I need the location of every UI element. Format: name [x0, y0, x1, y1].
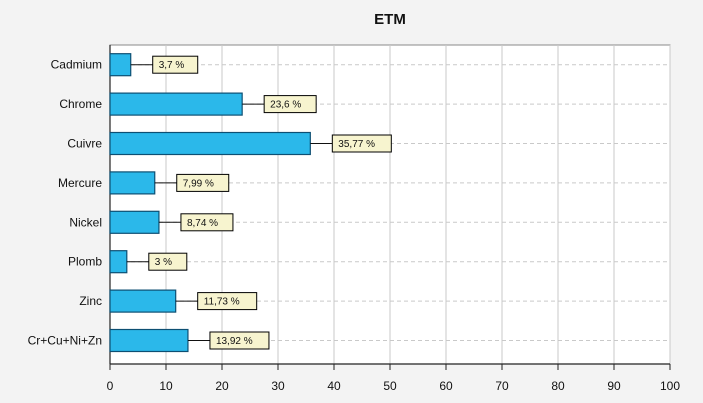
category-label: Mercure — [58, 176, 102, 190]
x-tick-label: 50 — [383, 379, 397, 393]
data-label: 3 % — [155, 257, 172, 268]
data-label: 8,74 % — [187, 218, 218, 229]
x-tick-label: 60 — [439, 379, 453, 393]
category-label: Cr+Cu+Ni+Zn — [28, 334, 102, 348]
bar — [109, 250, 128, 274]
category-label: Zinc — [79, 294, 102, 308]
data-label: 7,99 % — [183, 178, 214, 189]
x-tick-label: 70 — [495, 379, 509, 393]
data-label: 13,92 % — [216, 336, 253, 347]
bar — [109, 92, 243, 116]
bar-layer — [109, 53, 311, 353]
data-label-box — [263, 95, 317, 114]
category-label-layer: Cadmium Chrome Cuivre Mercure Nickel Plomb Zin… — [28, 58, 103, 348]
bar — [109, 53, 132, 77]
x-tick-label: 90 — [607, 379, 621, 393]
data-label-box — [152, 55, 199, 74]
category-label: Cuivre — [67, 137, 102, 151]
category-label: Nickel — [69, 215, 102, 229]
axis-layer: 0 10 20 30 40 50 60 70 80 90 100 — [107, 45, 680, 393]
data-label-box — [148, 252, 188, 271]
category-label: Chrome — [59, 97, 102, 111]
data-label-box — [331, 134, 392, 153]
bar — [109, 171, 156, 195]
x-tick-label: 0 — [107, 379, 114, 393]
x-tick-label: 30 — [271, 379, 285, 393]
data-label-box — [176, 173, 230, 192]
x-tick-label: 20 — [215, 379, 229, 393]
data-label-box — [180, 213, 234, 232]
bar — [109, 131, 311, 156]
x-tick-label: 80 — [551, 379, 565, 393]
category-label: Plomb — [68, 255, 102, 269]
x-tick-label: 10 — [159, 379, 173, 393]
data-label-layer: 3,7 % 23,6 % 35,77 % 7,99 % 8,74 % 3 % 11,73 %… — [126, 55, 392, 350]
data-label: 3,7 % — [159, 60, 185, 71]
data-label: 35,77 % — [338, 139, 375, 150]
data-label-box — [197, 292, 258, 311]
chart-title: ETM — [374, 11, 406, 28]
x-tick-label: 40 — [327, 379, 341, 393]
category-label: Cadmium — [51, 58, 102, 72]
bar — [109, 328, 189, 353]
x-tick-label: 100 — [660, 379, 680, 393]
bar — [109, 210, 160, 234]
bar — [109, 289, 177, 313]
data-label: 11,73 % — [204, 297, 240, 308]
data-label-box — [209, 331, 270, 350]
data-label: 23,6 % — [270, 100, 301, 111]
